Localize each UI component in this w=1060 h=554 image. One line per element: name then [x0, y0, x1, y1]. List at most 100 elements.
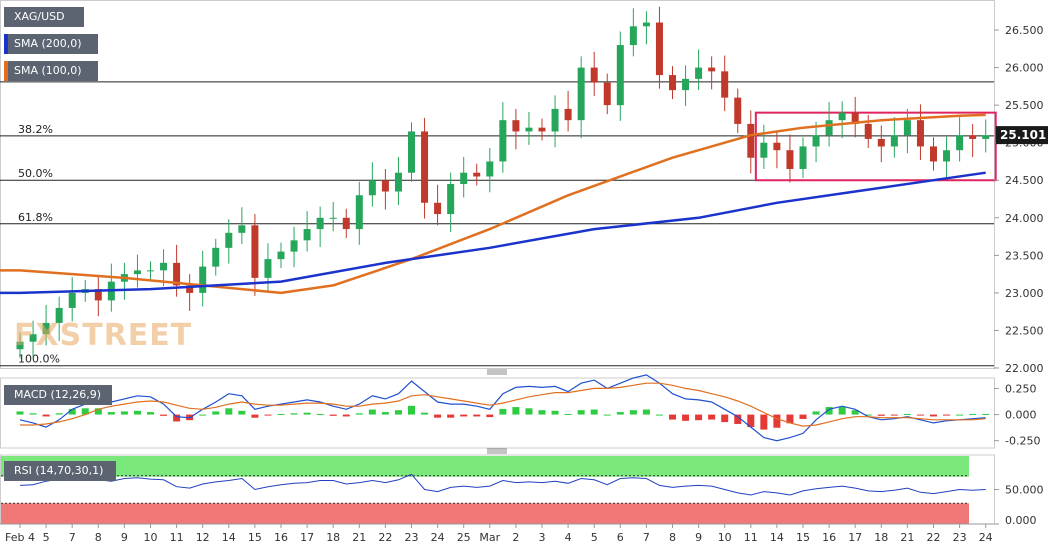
candle-body [160, 262, 168, 271]
macd-histogram-bar [851, 410, 859, 415]
candle [916, 104, 924, 160]
candle-body [408, 131, 415, 173]
candle-body [342, 217, 350, 230]
macd-tick-label: -0.250 [1005, 435, 1040, 448]
candle [16, 332, 24, 359]
macd-histogram-bar [94, 408, 102, 415]
sma100-legend[interactable]: SMA (100,0) [4, 61, 98, 81]
time-tick-label: 5 [591, 531, 598, 544]
macd-histogram-bar [408, 405, 415, 415]
time-tick-label: 17 [848, 531, 862, 544]
macd-histogram-bar [577, 410, 585, 415]
candle [421, 117, 429, 219]
candle-body [695, 67, 703, 79]
macd-histogram-bar [81, 408, 89, 415]
candle-body [564, 108, 572, 121]
candle [799, 137, 807, 178]
candle [212, 238, 220, 276]
candle-body [655, 22, 663, 76]
macd-histogram-bar [655, 414, 663, 416]
candle [68, 277, 76, 322]
macd-histogram-bar [394, 410, 402, 415]
candle-body [68, 292, 76, 308]
macd-histogram-bar [825, 407, 833, 415]
time-tick-label: 16 [274, 531, 288, 544]
candle-body [329, 217, 337, 219]
candle [982, 119, 990, 153]
macd-legend[interactable]: MACD (12,26,9) [4, 385, 112, 405]
macd-histogram-bar [147, 412, 154, 415]
time-tick-label: 8 [669, 531, 676, 544]
main-gridlines [0, 0, 995, 525]
macd-histogram-bar [277, 413, 285, 415]
macd-legend-text: MACD (12,26,9) [14, 388, 102, 401]
rsi-panel: 50.000 0.000 [1, 456, 1044, 527]
candle [890, 117, 898, 158]
macd-histogram-bar [903, 413, 911, 415]
macd-histogram-bar [486, 414, 494, 418]
macd-histogram-bar [68, 408, 76, 415]
time-tick-label: 24 [979, 531, 993, 544]
candle-body [303, 229, 311, 241]
time-tick-label: 23 [953, 531, 967, 544]
sma200-line [0, 171, 986, 295]
candle-body [851, 112, 859, 124]
main-panel-frame [0, 0, 995, 369]
macd-histogram-bar [760, 414, 768, 430]
candle-body [290, 240, 298, 252]
price-tick-label: 23.000 [1005, 287, 1044, 300]
sma200-legend[interactable]: SMA (200,0) [4, 34, 98, 54]
candle [290, 226, 298, 268]
macd-histogram-bar [786, 414, 794, 424]
candle [655, 6, 663, 89]
macd-histogram-bar [773, 414, 781, 428]
price-tick-label: 23.500 [1005, 249, 1044, 262]
candle-body [642, 22, 650, 27]
candle [381, 168, 389, 210]
price-axis: 26.50026.00025.50025.00024.50024.00023.5… [994, 24, 1048, 375]
candle [669, 66, 676, 100]
macd-histogram-bar [642, 409, 650, 415]
candle [160, 249, 168, 287]
macd-tick-label: 0.250 [1005, 382, 1037, 395]
time-tick-label: 24 [431, 531, 445, 544]
macd-histogram-bar [525, 408, 533, 415]
macd-histogram-bar [238, 410, 246, 415]
candle [930, 137, 937, 171]
candle-body [55, 307, 63, 323]
macd-tick-label: 0.000 [1005, 409, 1037, 422]
candle [434, 184, 442, 226]
candle-body [447, 184, 455, 215]
price-tick-label: 26.000 [1005, 62, 1044, 75]
candle [42, 304, 50, 346]
candle [303, 211, 311, 252]
macd-histogram-bar [669, 414, 676, 420]
candle [969, 123, 977, 157]
candle [447, 172, 455, 233]
sma100-line [0, 113, 986, 295]
macd-histogram-bar [512, 407, 520, 415]
candle [603, 73, 611, 115]
macd-histogram-bar [916, 414, 924, 416]
macd-histogram-bar [943, 414, 951, 416]
candle [616, 31, 624, 121]
rsi-splitter-handle[interactable] [487, 448, 507, 454]
candle-body [943, 150, 951, 162]
macd-splitter-handle[interactable] [487, 369, 507, 375]
candle [133, 254, 141, 288]
time-tick-label: 7 [69, 531, 76, 544]
candle-body [538, 127, 546, 132]
price-tick-label: 26.500 [1005, 24, 1044, 37]
candle-body [512, 120, 520, 132]
candle-body [890, 135, 898, 147]
macd-histogram-bar [381, 412, 389, 415]
macd-histogram-bar [120, 411, 128, 415]
macd-histogram-bar [199, 414, 207, 416]
candle [460, 156, 468, 198]
rsi-overbought-zone [1, 456, 969, 477]
macd-signal-line [20, 382, 986, 427]
rsi-legend[interactable]: RSI (14,70,30,1) [4, 461, 116, 481]
candle-body [238, 225, 246, 233]
fib-level-label: 61.8% [18, 211, 53, 224]
candle [682, 65, 690, 106]
